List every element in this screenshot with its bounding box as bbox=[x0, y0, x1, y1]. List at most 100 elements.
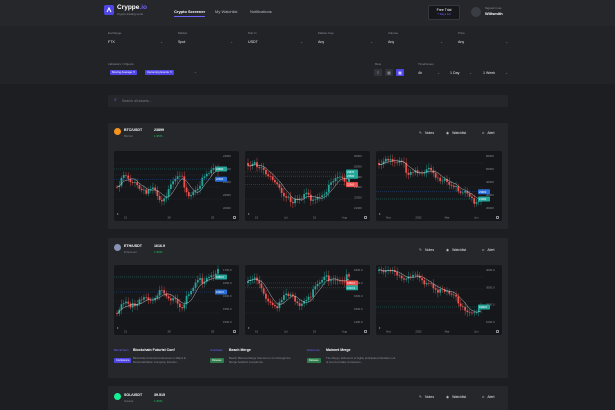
candle bbox=[398, 275, 401, 277]
price-tag-label: 1650.0 bbox=[347, 281, 355, 285]
chevron-down-icon: ⌄ bbox=[300, 40, 303, 44]
indicator-tag-moving-average[interactable]: Moving Average ✕ bbox=[110, 70, 138, 75]
search-bar[interactable]: ⌕ Search all assets... bbox=[108, 95, 508, 107]
alert-button[interactable]: ⍾ Alert bbox=[482, 395, 495, 399]
free-trial-badge[interactable]: Free Trial 7 Days left bbox=[428, 5, 460, 20]
app-name[interactable]: Cryppe.io bbox=[117, 4, 147, 11]
candle bbox=[205, 173, 208, 177]
screenshot-icon[interactable] bbox=[233, 330, 236, 333]
coin-pair[interactable]: ETH/USDT bbox=[124, 244, 142, 248]
price-chart[interactable]: 4000.0 3000.0 2000.0 1000.0 Nov 2022 Mar Jun 160… bbox=[376, 265, 502, 335]
nav-crypto-screener[interactable]: Crypto Screener bbox=[174, 9, 206, 17]
candle bbox=[443, 289, 446, 292]
y-tick-label: 1400.0 bbox=[354, 320, 363, 324]
nav-my-watchlist[interactable]: My Watchlist bbox=[215, 9, 238, 14]
price-tag-label: 1650.0 bbox=[216, 275, 224, 279]
news-item[interactable]: Blockchain Blockchain Futurist Conf Conf… bbox=[114, 348, 206, 372]
candle bbox=[448, 181, 451, 185]
candle bbox=[129, 178, 132, 183]
candle bbox=[172, 181, 175, 185]
candle bbox=[208, 277, 210, 279]
nav-notifications[interactable]: Notifications bbox=[250, 9, 272, 14]
logo-icon[interactable] bbox=[104, 5, 114, 15]
y-tick-label: 23500 bbox=[223, 167, 231, 171]
price-tag bbox=[215, 289, 227, 295]
candle bbox=[265, 293, 267, 299]
alert-button[interactable]: ⍾ Alert bbox=[482, 248, 495, 252]
candle bbox=[403, 162, 405, 163]
screenshot-icon[interactable] bbox=[496, 216, 499, 219]
watchlist-button[interactable]: ◉ Watchlist bbox=[446, 395, 467, 399]
candle bbox=[437, 177, 439, 179]
candle bbox=[412, 275, 414, 277]
candle bbox=[256, 162, 258, 168]
watchlist-button[interactable]: ◉ Watchlist bbox=[446, 131, 467, 135]
candle bbox=[473, 198, 476, 204]
filter-volume-select[interactable]: Any ⌄ bbox=[388, 38, 443, 47]
x-tick-label: Jul bbox=[284, 330, 288, 334]
candle bbox=[156, 190, 159, 197]
candle bbox=[336, 280, 339, 281]
candle bbox=[464, 306, 467, 311]
screenshot-icon[interactable] bbox=[233, 216, 236, 219]
news-item[interactable]: Ethereum Mainnet Merge Release The Merge… bbox=[307, 348, 399, 372]
price-chart[interactable]: 60000 50000 40000 30000 20000 Nov 2022 Mar Jun 23… bbox=[376, 151, 502, 221]
news-item[interactable]: Coinbase Beach Merge Release Beach Mainn… bbox=[210, 348, 302, 372]
candle bbox=[389, 159, 392, 161]
news-source: Blockchain bbox=[114, 348, 129, 352]
notes-button[interactable]: ✎ Notes bbox=[419, 395, 435, 399]
filter-market-select[interactable]: Spot ⌄ bbox=[178, 38, 233, 47]
candle bbox=[475, 202, 478, 204]
view-grid-2-icon[interactable]: ▦ bbox=[385, 69, 393, 76]
watchlist-button[interactable]: ◉ Watchlist bbox=[446, 248, 467, 252]
coin-pair[interactable]: BTC/USDT bbox=[124, 128, 143, 132]
indicator-tag-upcoming-events[interactable]: Upcoming Events ✕ bbox=[145, 70, 175, 75]
candle bbox=[430, 167, 433, 171]
candle bbox=[336, 176, 339, 179]
view-grid-3-icon[interactable]: ▦ bbox=[396, 69, 404, 76]
chevron-down-icon[interactable]: ⌄ bbox=[194, 70, 197, 74]
view-list-icon[interactable]: ≡ bbox=[374, 69, 382, 76]
candle bbox=[291, 201, 294, 204]
timeframe-2-select[interactable]: 1 Day ⌄ bbox=[450, 69, 472, 78]
candle bbox=[253, 277, 256, 280]
price-tag-label: 23900 bbox=[479, 190, 487, 194]
filter-exchange-select[interactable]: FTX ⌄ bbox=[108, 38, 163, 47]
news-title[interactable]: Beach Merge bbox=[229, 348, 251, 352]
screenshot-icon[interactable] bbox=[364, 216, 367, 219]
candle bbox=[459, 303, 462, 307]
screenshot-icon[interactable] bbox=[364, 330, 367, 333]
candle bbox=[391, 159, 394, 162]
price-chart[interactable]: 24000 23500 23000 22500 22000 21 28 29 23800 2290… bbox=[114, 151, 239, 221]
candle bbox=[131, 182, 134, 183]
candle bbox=[459, 191, 462, 193]
y-tick-label: 1500.0 bbox=[354, 307, 363, 311]
candle bbox=[309, 194, 312, 201]
candle bbox=[423, 280, 426, 285]
moving-average-line bbox=[378, 269, 482, 313]
news-title[interactable]: Blockchain Futurist Conf bbox=[133, 348, 175, 352]
filter-marketcap-select[interactable]: Any ⌄ bbox=[318, 38, 373, 47]
alert-button[interactable]: ⍾ Alert bbox=[482, 131, 495, 135]
y-tick-label: 22000 bbox=[223, 206, 231, 210]
filter-pair-select[interactable]: USDT ⌄ bbox=[248, 38, 303, 47]
screenshot-icon[interactable] bbox=[496, 330, 499, 333]
candle bbox=[205, 278, 208, 282]
filter-price-select[interactable]: Any ⌄ bbox=[458, 38, 508, 47]
candle bbox=[176, 176, 179, 179]
notes-button[interactable]: ✎ Notes bbox=[419, 131, 435, 135]
news-title[interactable]: Mainnet Merge bbox=[326, 348, 351, 352]
candle bbox=[468, 312, 471, 313]
candle bbox=[405, 162, 408, 173]
price-chart[interactable]: 26000250002400023000220002100015Jul15Aug… bbox=[245, 151, 370, 221]
notes-button[interactable]: ✎ Notes bbox=[419, 248, 435, 252]
avatar[interactable] bbox=[471, 7, 481, 17]
user-name[interactable]: Willsmith bbox=[485, 11, 503, 16]
price-chart[interactable]: 1800.0 1700.0 1600.0 1500.0 1400.0 15 Jul 15 Aug… bbox=[245, 265, 370, 335]
candle bbox=[143, 189, 145, 191]
timeframe-3-select[interactable]: 1 Week ⌄ bbox=[483, 69, 508, 78]
price-chart[interactable]: 1700.0 1650.0 1600.0 1550.0 1500.0 21 28 29 1650… bbox=[114, 265, 239, 335]
search-input[interactable]: Search all assets... bbox=[122, 98, 152, 103]
timeframe-1-select[interactable]: 4h ⌄ bbox=[418, 69, 440, 78]
coin-pair[interactable]: SOL/USDT bbox=[124, 393, 143, 397]
